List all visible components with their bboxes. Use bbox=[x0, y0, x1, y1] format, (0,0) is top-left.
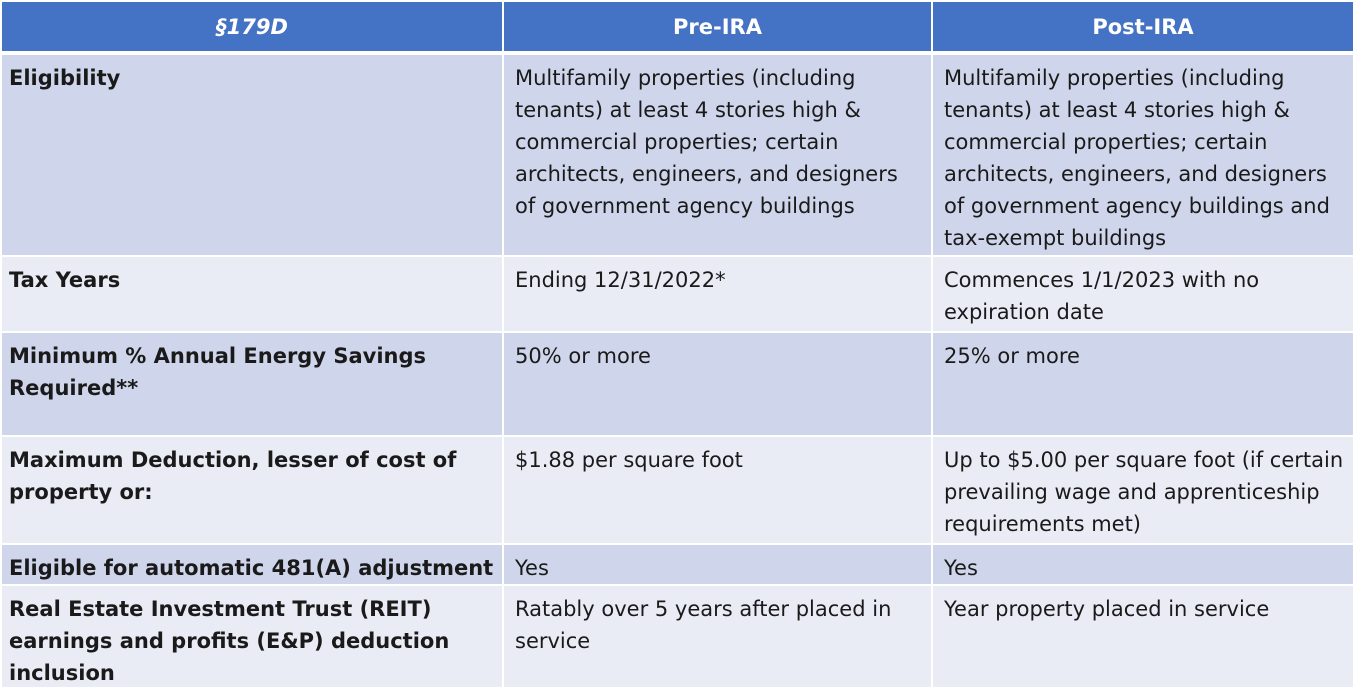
pre-ira-value: Ratably over 5 years after placed in ser… bbox=[502, 584, 933, 687]
row-label: Minimum % Annual Energy Savings Required… bbox=[0, 331, 504, 437]
pre-ira-value: Multifamily properties (including tenant… bbox=[502, 52, 933, 257]
post-ira-value: Year property placed in service bbox=[931, 584, 1353, 687]
row-label: Maximum Deduction, lesser of cost of pro… bbox=[0, 435, 504, 545]
post-ira-value: Multifamily properties (including tenant… bbox=[931, 52, 1353, 257]
pre-ira-value: 50% or more bbox=[502, 331, 933, 437]
header-section-179d: §179D bbox=[0, 0, 504, 55]
header-pre-ira: Pre-IRA bbox=[502, 0, 933, 55]
table-header-row: §179D Pre-IRA Post-IRA bbox=[0, 0, 1353, 55]
table-row-maximum-deduction: Maximum Deduction, lesser of cost of pro… bbox=[0, 435, 1353, 545]
table-row-eligibility: Eligibility Multifamily properties (incl… bbox=[0, 52, 1353, 257]
pre-ira-value: Yes bbox=[502, 543, 933, 586]
row-label: Eligibility bbox=[0, 52, 504, 257]
post-ira-value: 25% or more bbox=[931, 331, 1353, 437]
table-row-minimum-energy-savings: Minimum % Annual Energy Savings Required… bbox=[0, 331, 1353, 437]
row-label: Tax Years bbox=[0, 255, 504, 333]
row-label: Eligible for automatic 481(A) adjustment bbox=[0, 543, 504, 586]
post-ira-value: Yes bbox=[931, 543, 1353, 586]
row-label: Real Estate Investment Trust (REIT) earn… bbox=[0, 584, 504, 687]
table-row-481a-adjustment: Eligible for automatic 481(A) adjustment… bbox=[0, 543, 1353, 586]
table-row-tax-years: Tax Years Ending 12/31/2022* Commences 1… bbox=[0, 255, 1353, 333]
pre-ira-value: $1.88 per square foot bbox=[502, 435, 933, 545]
post-ira-value: Up to $5.00 per square foot (if certain … bbox=[931, 435, 1353, 545]
table-row-reit-ep-deduction: Real Estate Investment Trust (REIT) earn… bbox=[0, 584, 1353, 687]
post-ira-value: Commences 1/1/2023 with no expiration da… bbox=[931, 255, 1353, 333]
header-post-ira: Post-IRA bbox=[931, 0, 1353, 55]
pre-ira-value: Ending 12/31/2022* bbox=[502, 255, 933, 333]
